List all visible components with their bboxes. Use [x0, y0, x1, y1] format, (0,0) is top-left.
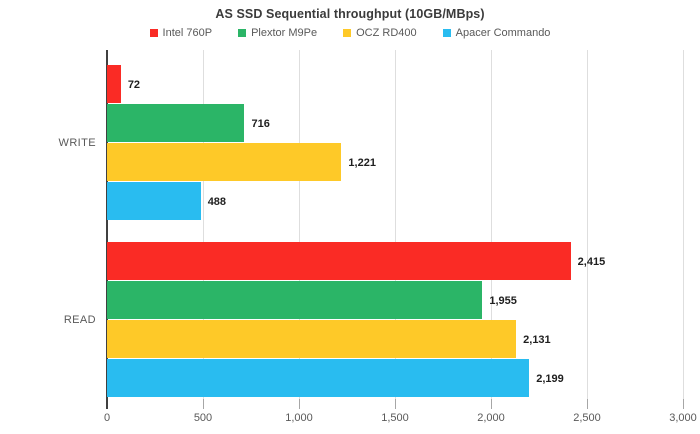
x-axis-tick-1000	[299, 399, 300, 409]
gridline-2500	[587, 50, 588, 399]
bar-write-ocz-rd400	[107, 143, 342, 181]
x-axis-tick-label-500: 500	[193, 412, 213, 424]
x-axis-tick-label-1500: 1,500	[381, 412, 409, 424]
legend-swatch-icon	[238, 29, 247, 37]
bar-read-intel-760p	[107, 242, 571, 280]
category-label-read: READ	[63, 313, 96, 326]
legend-item-intel-760p: Intel 760P	[149, 27, 213, 39]
bar-write-intel-760p	[107, 65, 121, 103]
gridline-1000	[299, 50, 300, 399]
value-label-read-ocz-rd400: 2,131	[523, 334, 551, 346]
value-label-write-apacer-commando: 488	[207, 196, 227, 208]
legend-swatch-icon	[149, 29, 158, 37]
legend-label: OCZ RD400	[356, 27, 417, 39]
x-axis-tick-label-2000: 2,000	[477, 412, 505, 424]
x-axis-tick-label-3000: 3,000	[669, 412, 697, 424]
category-label-write: WRITE	[58, 136, 96, 149]
legend-label: Intel 760P	[162, 27, 213, 39]
value-label-read-intel-760p: 2,415	[577, 256, 606, 268]
x-axis-tick-3000	[683, 399, 684, 409]
legend-item-ocz-rd400: OCZ RD400	[343, 27, 417, 39]
legend-swatch-icon	[343, 29, 352, 37]
bar-read-plextor-m9pe	[107, 281, 483, 319]
value-label-write-intel-760p: 72	[127, 79, 141, 91]
gridline-3000	[683, 50, 684, 399]
x-axis-tick-label-0: 0	[103, 412, 111, 424]
chart-legend: Intel 760P Plextor M9Pe OCZ RD400 Apacer Co…	[0, 27, 700, 39]
gridline-2000	[491, 50, 492, 399]
bar-read-apacer-commando	[107, 359, 530, 397]
value-label-write-ocz-rd400: 1,221	[348, 157, 376, 169]
legend-label: Apacer Commando	[455, 27, 551, 39]
x-axis-tick-1500	[395, 399, 396, 409]
x-axis-tick-label-2500: 2,500	[573, 412, 601, 424]
legend-label: Plextor M9Pe	[251, 27, 318, 39]
value-label-read-plextor-m9pe: 1,955	[489, 295, 517, 307]
value-label-write-plextor-m9pe: 716	[251, 118, 270, 130]
x-axis-tick-2000	[491, 399, 492, 409]
x-axis-tick-label-1000: 1,000	[285, 412, 313, 424]
legend-swatch-icon	[442, 29, 451, 37]
gridline-1500	[395, 50, 396, 399]
gridline-500	[203, 50, 204, 399]
bar-write-plextor-m9pe	[107, 104, 245, 142]
legend-item-apacer-commando: Apacer Commando	[442, 27, 551, 39]
chart-title: AS SSD Sequential throughput (10GB/MBps)	[215, 7, 485, 21]
value-label-read-apacer-commando: 2,199	[536, 373, 564, 385]
x-axis-tick-2500	[587, 399, 588, 409]
y-axis-line	[106, 50, 108, 409]
legend-item-plextor-m9pe: Plextor M9Pe	[238, 27, 317, 39]
x-axis-tick-500	[203, 399, 204, 409]
bar-write-apacer-commando	[107, 182, 201, 220]
bar-read-ocz-rd400	[107, 320, 517, 358]
